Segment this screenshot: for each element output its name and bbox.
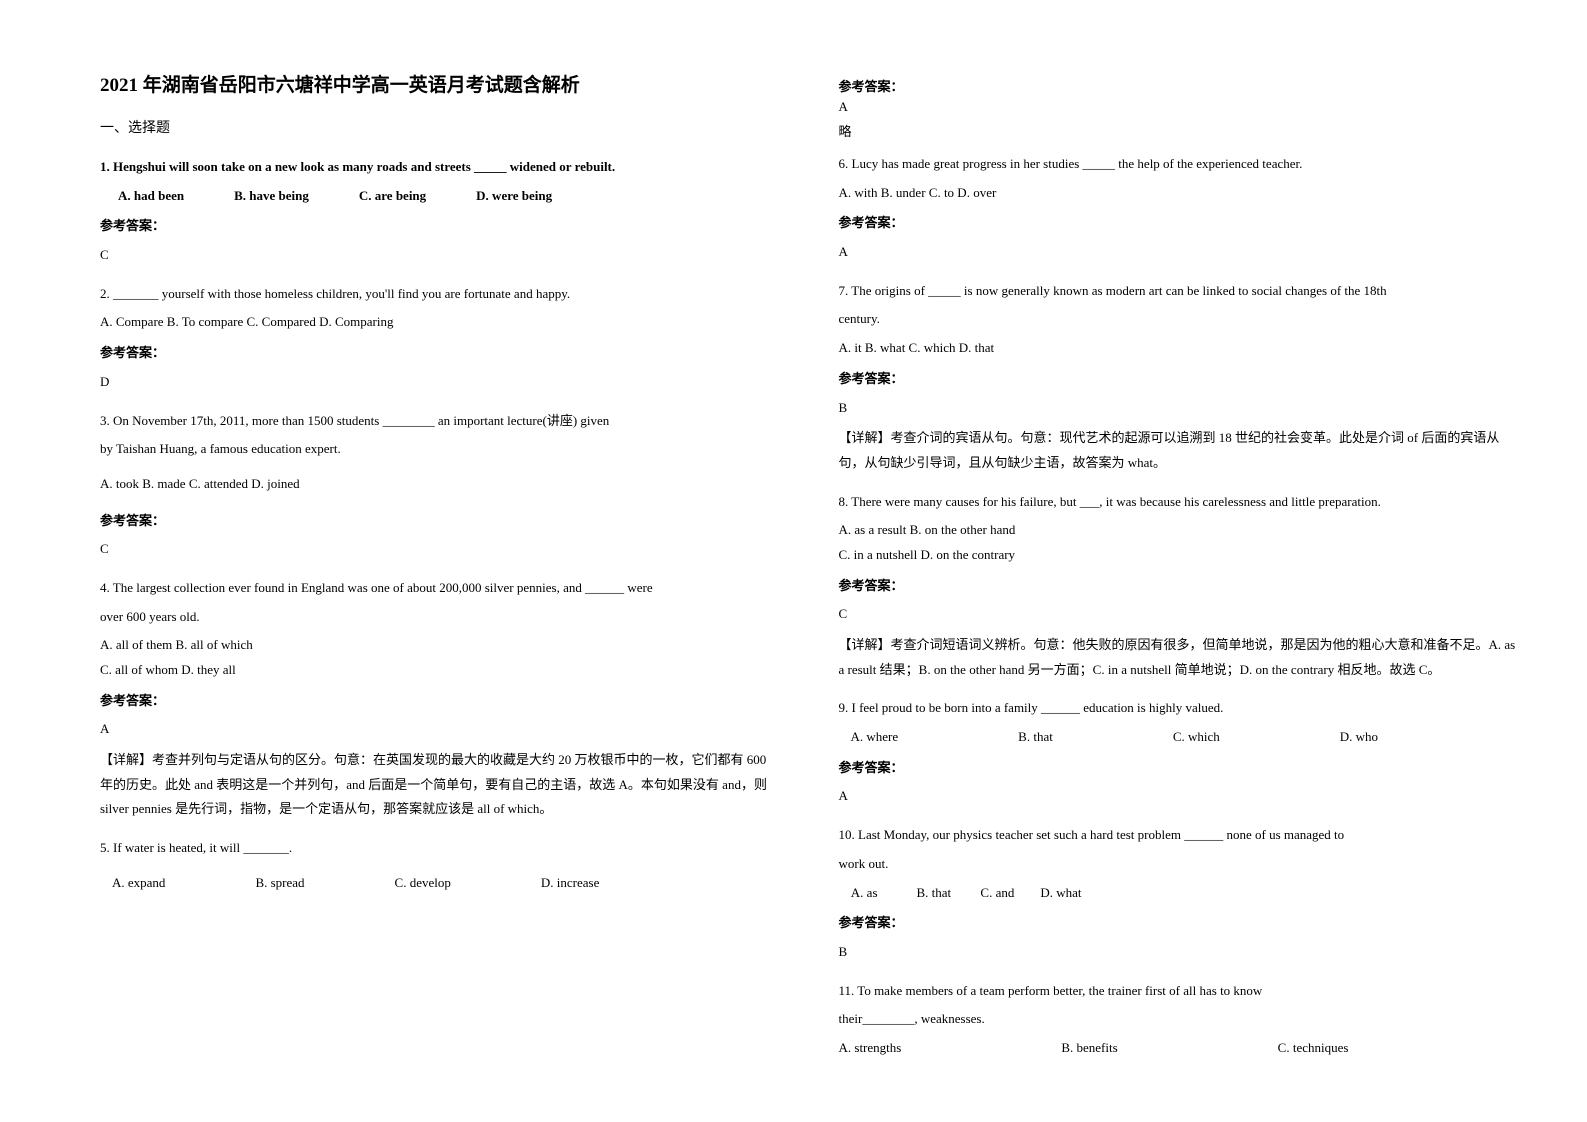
- q10-answer: B: [839, 940, 1518, 965]
- q7-options: A. it B. what C. which D. that: [839, 336, 1518, 361]
- q2-answer-label: 参考答案：: [100, 341, 779, 366]
- q1-opt-d: D. were being: [476, 184, 552, 209]
- q11-opt-b: B. benefits: [1061, 1036, 1117, 1061]
- q7-answer-label: 参考答案：: [839, 367, 1518, 392]
- q5-text: 5. If water is heated, it will _______.: [100, 836, 779, 861]
- question-8: 8. There were many causes for his failur…: [839, 490, 1518, 683]
- q4-explanation-text: 考查并列句与定语从句的区分。句意：在英国发现的最大的收藏是大约 20 万枚银币中…: [100, 752, 767, 816]
- question-9: 9. I feel proud to be born into a family…: [839, 696, 1518, 809]
- q3-text2: by Taishan Huang, a famous education exp…: [100, 437, 779, 462]
- q9-opt-d: D. who: [1340, 725, 1378, 750]
- q1-options: A. had been B. have being C. are being D…: [100, 184, 779, 209]
- q8-answer-label: 参考答案：: [839, 574, 1518, 599]
- q10-text2: work out.: [839, 852, 1518, 877]
- question-5: 5. If water is heated, it will _______. …: [100, 836, 779, 895]
- left-column: 2021 年湖南省岳阳市六塘祥中学高一英语月考试题含解析 一、选择题 1. He…: [100, 70, 809, 1082]
- question-3: 3. On November 17th, 2011, more than 150…: [100, 409, 779, 562]
- question-6: 6. Lucy has made great progress in her s…: [839, 152, 1518, 265]
- question-1: 1. Hengshui will soon take on a new look…: [100, 155, 779, 268]
- q11-opt-a: A. strengths: [839, 1036, 902, 1061]
- q6-answer-label: 参考答案：: [839, 211, 1518, 236]
- q10-options: A. as B. that C. and D. what: [839, 881, 1518, 906]
- q7-answer: B: [839, 396, 1518, 421]
- explanation-label: 【详解】: [839, 430, 891, 445]
- q7-explanation: 【详解】考查介词的宾语从句。句意：现代艺术的起源可以追溯到 18 世纪的社会变革…: [839, 426, 1518, 475]
- page-title: 2021 年湖南省岳阳市六塘祥中学高一英语月考试题含解析: [100, 70, 779, 97]
- q4-text1: 4. The largest collection ever found in …: [100, 576, 779, 601]
- q2-answer: D: [100, 370, 779, 395]
- q3-text1: 3. On November 17th, 2011, more than 150…: [100, 409, 779, 434]
- q6-text: 6. Lucy has made great progress in her s…: [839, 152, 1518, 177]
- q8-answer: C: [839, 602, 1518, 627]
- q4-opt-ab: A. all of them B. all of which: [100, 633, 779, 658]
- question-7: 7. The origins of _____ is now generally…: [839, 279, 1518, 476]
- q4-opt-cd: C. all of whom D. they all: [100, 658, 779, 683]
- q9-opt-a: A. where: [851, 725, 899, 750]
- q8-opt-ab: A. as a result B. on the other hand: [839, 518, 1518, 543]
- q9-text: 9. I feel proud to be born into a family…: [839, 696, 1518, 721]
- q5-answer: A: [839, 99, 1518, 115]
- explanation-label: 【详解】: [839, 637, 891, 652]
- q8-explanation-text: 考查介词短语词义辨析。句意：他失败的原因有很多，但简单地说，那是因为他的粗心大意…: [839, 637, 1516, 677]
- q9-answer: A: [839, 784, 1518, 809]
- q4-explanation: 【详解】考查并列句与定语从句的区分。句意：在英国发现的最大的收藏是大约 20 万…: [100, 748, 779, 822]
- question-11: 11. To make members of a team perform be…: [839, 979, 1518, 1061]
- right-column: 参考答案： A 略 6. Lucy has made great progres…: [809, 70, 1538, 1082]
- q1-answer-label: 参考答案：: [100, 214, 779, 239]
- q11-text2: their________, weaknesses.: [839, 1007, 1518, 1032]
- section-header: 一、选择题: [100, 117, 779, 137]
- question-2: 2. _______ yourself with those homeless …: [100, 282, 779, 395]
- q3-answer: C: [100, 537, 779, 562]
- q4-text2: over 600 years old.: [100, 605, 779, 630]
- q1-answer: C: [100, 243, 779, 268]
- q7-text2: century.: [839, 307, 1518, 332]
- question-4: 4. The largest collection ever found in …: [100, 576, 779, 822]
- q5-opt-c: C. develop: [395, 871, 451, 896]
- q4-answer: A: [100, 717, 779, 742]
- q3-answer-label: 参考答案：: [100, 509, 779, 534]
- q8-opt-cd: C. in a nutshell D. on the contrary: [839, 543, 1518, 568]
- q8-text: 8. There were many causes for his failur…: [839, 490, 1518, 515]
- q1-opt-c: C. are being: [359, 184, 426, 209]
- q8-explanation: 【详解】考查介词短语词义辨析。句意：他失败的原因有很多，但简单地说，那是因为他的…: [839, 633, 1518, 682]
- q10-text1: 10. Last Monday, our physics teacher set…: [839, 823, 1518, 848]
- q9-opt-b: B. that: [1018, 725, 1053, 750]
- q11-text1: 11. To make members of a team perform be…: [839, 979, 1518, 1004]
- q5-opt-d: D. increase: [541, 871, 599, 896]
- q2-text: 2. _______ yourself with those homeless …: [100, 282, 779, 307]
- q1-text: 1. Hengshui will soon take on a new look…: [100, 155, 779, 180]
- q7-text1: 7. The origins of _____ is now generally…: [839, 279, 1518, 304]
- q4-answer-label: 参考答案：: [100, 689, 779, 714]
- q1-opt-b: B. have being: [234, 184, 309, 209]
- q9-opt-c: C. which: [1173, 725, 1220, 750]
- q9-answer-label: 参考答案：: [839, 756, 1518, 781]
- q5-opt-b: B. spread: [255, 871, 304, 896]
- q5-note: 略: [839, 121, 1518, 140]
- q3-options: A. took B. made C. attended D. joined: [100, 472, 779, 497]
- q5-answer-label: 参考答案：: [839, 76, 1518, 95]
- q7-explanation-text: 考查介词的宾语从句。句意：现代艺术的起源可以追溯到 18 世纪的社会变革。此处是…: [839, 430, 1500, 470]
- question-10: 10. Last Monday, our physics teacher set…: [839, 823, 1518, 964]
- q5-opt-a: A. expand: [112, 871, 165, 896]
- q5-options: A. expand B. spread C. develop D. increa…: [100, 871, 779, 896]
- explanation-label: 【详解】: [100, 752, 152, 767]
- q6-answer: A: [839, 240, 1518, 265]
- q11-opt-c: C. techniques: [1278, 1036, 1349, 1061]
- q6-options: A. with B. under C. to D. over: [839, 181, 1518, 206]
- q10-answer-label: 参考答案：: [839, 911, 1518, 936]
- q9-options: A. where B. that C. which D. who: [839, 725, 1518, 750]
- q1-opt-a: A. had been: [118, 184, 184, 209]
- q11-options: A. strengths B. benefits C. techniques: [839, 1036, 1518, 1061]
- q2-options: A. Compare B. To compare C. Compared D. …: [100, 310, 779, 335]
